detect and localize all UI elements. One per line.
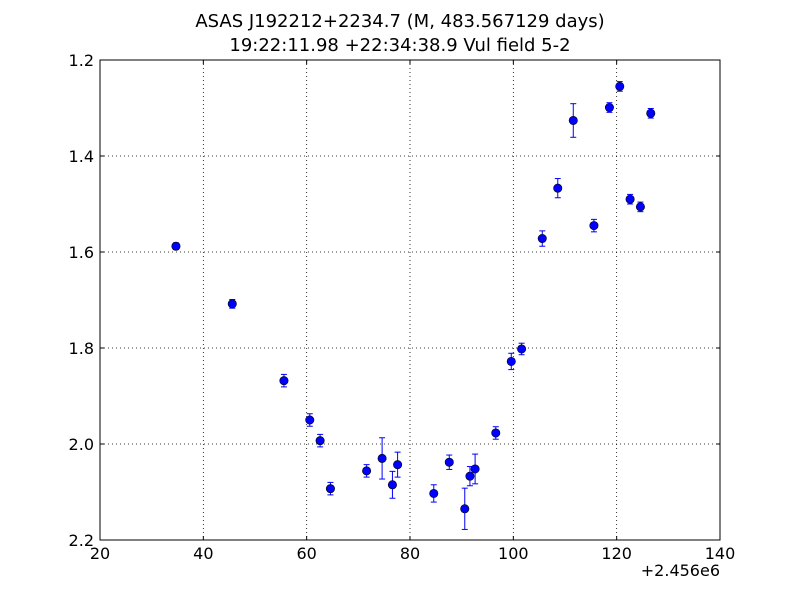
data-point bbox=[568, 115, 578, 125]
x-tick-label: 80 bbox=[400, 544, 420, 563]
data-point bbox=[553, 183, 563, 193]
data-point bbox=[305, 415, 315, 425]
x-tick-label: 140 bbox=[705, 544, 736, 563]
data-point bbox=[491, 428, 501, 438]
data-points bbox=[171, 81, 656, 514]
data-point bbox=[171, 241, 181, 251]
data-point bbox=[460, 504, 470, 514]
data-point bbox=[227, 299, 237, 309]
data-point bbox=[625, 194, 635, 204]
data-point bbox=[506, 356, 516, 366]
y-tick-label: 1.8 bbox=[69, 339, 94, 358]
y-tick-label: 1.6 bbox=[69, 243, 94, 262]
data-point bbox=[615, 81, 625, 91]
data-point bbox=[377, 453, 387, 463]
data-point bbox=[470, 464, 480, 474]
data-point bbox=[517, 344, 527, 354]
x-tick-label: 120 bbox=[601, 544, 632, 563]
y-tick-label: 2.2 bbox=[69, 531, 94, 550]
data-point bbox=[279, 376, 289, 386]
x-tick-label: 100 bbox=[498, 544, 529, 563]
x-tick-labels: 20 40 60 80 100 120 140 bbox=[90, 544, 735, 563]
data-point bbox=[444, 457, 454, 467]
chart-title: ASAS J192212+2234.7 (M, 483.567129 days) bbox=[195, 11, 605, 32]
data-point bbox=[315, 436, 325, 446]
y-tick-labels: 1.2 1.4 1.6 1.8 2.0 2.2 bbox=[69, 51, 94, 550]
error-bars bbox=[172, 81, 654, 530]
data-point bbox=[362, 466, 372, 476]
x-tick-label: 60 bbox=[296, 544, 316, 563]
x-offset-label: +2.456e6 bbox=[641, 561, 720, 580]
data-point bbox=[429, 488, 439, 498]
x-tick-label: 40 bbox=[193, 544, 213, 563]
data-point bbox=[325, 484, 335, 494]
data-point bbox=[635, 202, 645, 212]
grid-lines bbox=[100, 60, 720, 540]
chart-subtitle: 19:22:11.98 +22:34:38.9 Vul field 5-2 bbox=[229, 35, 571, 56]
y-tick-label: 1.2 bbox=[69, 51, 94, 70]
data-point bbox=[393, 460, 403, 470]
y-tick-label: 1.4 bbox=[69, 147, 94, 166]
data-point bbox=[646, 108, 656, 118]
axis-ticks bbox=[99, 59, 721, 541]
data-point bbox=[604, 103, 614, 113]
data-point bbox=[589, 221, 599, 231]
x-tick-label: 20 bbox=[90, 544, 110, 563]
data-point bbox=[465, 471, 475, 481]
y-tick-label: 2.0 bbox=[69, 435, 94, 454]
data-point bbox=[387, 480, 397, 490]
data-point bbox=[537, 234, 547, 244]
